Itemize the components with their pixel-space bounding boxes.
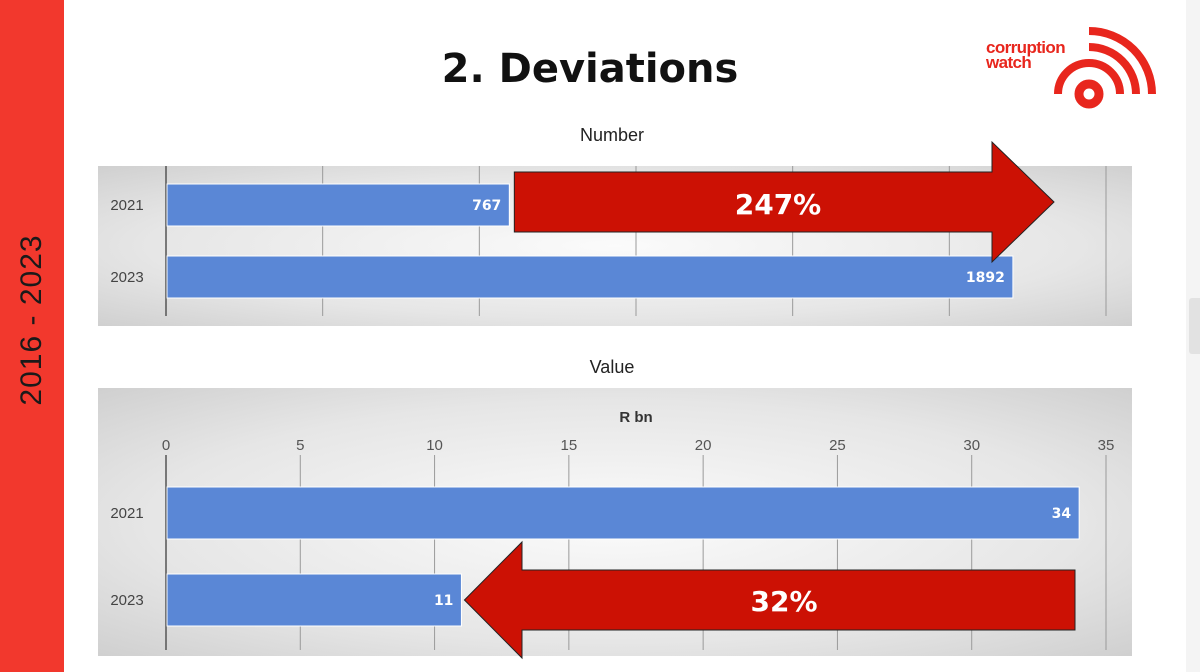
x-tick-label: 0 xyxy=(162,437,170,454)
logo-line-1: corruption xyxy=(986,38,1066,57)
data-label: 767 xyxy=(472,198,501,214)
x-tick-label: 20 xyxy=(695,437,712,454)
x-axis-label: R bn xyxy=(619,409,652,426)
edge-tab[interactable] xyxy=(1189,298,1200,354)
decrease-percent: 32% xyxy=(750,585,817,618)
bar-2023 xyxy=(166,573,462,627)
x-tick-label: 5 xyxy=(296,437,304,454)
decrease-arrow xyxy=(463,540,1076,660)
data-label: 34 xyxy=(1052,506,1072,522)
x-tick-label: 25 xyxy=(829,437,846,454)
data-label: 1892 xyxy=(966,270,1005,286)
chart-title-0: Number xyxy=(580,125,644,145)
category-label: 2023 xyxy=(110,592,143,609)
slide-title: 2. Deviations xyxy=(441,46,739,92)
data-label: 11 xyxy=(434,593,453,609)
signal-waves-icon xyxy=(1054,27,1156,109)
increase-arrow xyxy=(513,140,1055,264)
x-tick-label: 35 xyxy=(1098,437,1115,454)
bar-2021 xyxy=(166,183,510,227)
logo-line-2: watch xyxy=(986,53,1032,72)
category-label: 2023 xyxy=(110,269,143,286)
category-label: 2021 xyxy=(110,197,143,214)
bar-2021 xyxy=(166,486,1080,540)
x-tick-label: 10 xyxy=(426,437,443,454)
corruption-watch-logo: corruption watch xyxy=(986,22,1162,120)
category-label: 2021 xyxy=(110,505,143,522)
x-tick-label: 30 xyxy=(963,437,980,454)
increase-percent: 247% xyxy=(735,188,822,221)
chart-title-1: Value xyxy=(590,357,635,377)
sidebar-band: 2016 - 2023 xyxy=(0,0,64,672)
x-tick-label: 15 xyxy=(561,437,578,454)
bar-2023 xyxy=(166,255,1014,299)
